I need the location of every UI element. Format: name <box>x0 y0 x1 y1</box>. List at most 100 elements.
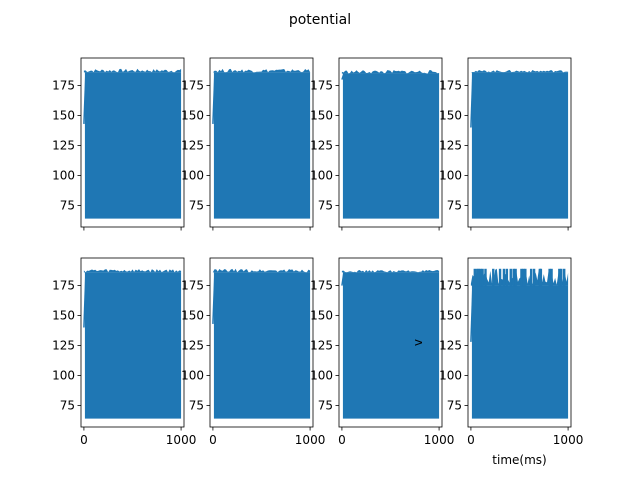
y-tick-label: 100 <box>181 368 204 382</box>
series-band <box>342 73 440 219</box>
series-top-edge <box>470 268 569 286</box>
subplot-r1c3: 75 100 125 150 175 <box>310 57 443 231</box>
x-tick-label: 1000 <box>424 433 455 447</box>
spike-mark <box>512 268 515 287</box>
spike-mark <box>481 268 484 287</box>
y-tick-label: 175 <box>181 279 204 293</box>
y-tick-label: 75 <box>447 198 462 212</box>
series-line <box>341 270 440 419</box>
subplot-r1c4: 75 100 125 150 175 <box>439 57 572 231</box>
y-tick-label: 100 <box>52 368 75 382</box>
spike-mark <box>529 268 533 287</box>
spike-mark <box>479 268 482 287</box>
spike-mark <box>548 268 551 287</box>
series-band <box>213 72 311 219</box>
x-tick-label: 0 <box>209 433 217 447</box>
y-tick-label: 100 <box>439 368 462 382</box>
y-tick-label: 150 <box>310 109 333 123</box>
x-axis-label: time(ms) <box>492 453 546 467</box>
spike-mark <box>484 268 487 287</box>
series-band <box>342 272 440 419</box>
x-tick-label: 0 <box>338 433 346 447</box>
series-top-edge <box>212 68 311 73</box>
x-tick-label: 0 <box>467 433 475 447</box>
y-tick-label: 175 <box>52 279 75 293</box>
y-tick-label: 100 <box>310 168 333 182</box>
y-tick-label: 100 <box>52 168 75 182</box>
subplot-r1c1: 75 100 125 150 175 <box>52 57 185 231</box>
axes-frame <box>209 257 314 428</box>
series-line <box>470 70 569 219</box>
spike-mark <box>550 268 553 287</box>
y-tick-label: 125 <box>439 338 462 352</box>
y-tick-label: 175 <box>52 79 75 93</box>
x-tick-label: 1000 <box>166 433 197 447</box>
y-tick-label: 150 <box>52 109 75 123</box>
y-tick-label: 75 <box>318 398 333 412</box>
y-tick-label: 150 <box>439 309 462 323</box>
series-line <box>470 268 569 419</box>
y-tick-label: 150 <box>181 109 204 123</box>
spike-mark <box>498 268 502 287</box>
spike-mark <box>522 268 525 287</box>
y-tick-label: 75 <box>189 198 204 212</box>
axes-frame <box>338 57 443 228</box>
subplot-r2c1: 75 100 125 150 175 0 1000 <box>52 257 197 447</box>
y-tick-label: 150 <box>310 309 333 323</box>
y-tick-label: 175 <box>310 79 333 93</box>
y-tick-label: 175 <box>439 279 462 293</box>
y-tick-label: 150 <box>439 109 462 123</box>
axes-frame <box>338 257 443 428</box>
spike-mark <box>505 268 509 287</box>
y-tick-label: 175 <box>439 79 462 93</box>
x-tick-label: 1000 <box>553 433 584 447</box>
spike-mark <box>532 268 536 287</box>
y-tick-label: 100 <box>310 368 333 382</box>
y-tick-label: 125 <box>310 138 333 152</box>
series-top-edge <box>83 68 182 73</box>
y-tick-label: 75 <box>60 398 75 412</box>
series-line <box>341 70 440 219</box>
x-tick-label: 0 <box>80 433 88 447</box>
spike-mark <box>509 268 512 287</box>
axes-frame <box>209 57 314 228</box>
spike-mark <box>560 268 563 287</box>
axes-frame <box>467 57 572 228</box>
subplot-r2c3: 75 100 125 150 175 0 1000 <box>310 257 455 447</box>
series-band <box>84 72 182 219</box>
axes-frame <box>467 257 572 428</box>
y-tick-label: 125 <box>310 338 333 352</box>
series-line <box>212 268 311 419</box>
y-tick-label: 75 <box>189 398 204 412</box>
y-tick-label: 75 <box>60 198 75 212</box>
figure-title: potential <box>289 12 351 28</box>
subplot-r2c4: 75 100 125 150 175 0 1000 time(ms) v <box>411 257 584 467</box>
series-band <box>471 285 569 419</box>
series-line <box>83 68 182 219</box>
spike-mark <box>558 268 561 287</box>
spike-mark <box>520 268 523 287</box>
series-top-edge <box>341 270 440 273</box>
series-band <box>213 272 311 419</box>
x-tick-label: 1000 <box>295 433 326 447</box>
y-axis-label: v <box>411 339 425 346</box>
spike-mark <box>502 268 506 287</box>
axes-frame <box>80 257 185 428</box>
spike-mark <box>562 268 566 287</box>
series-top-edge <box>470 70 569 73</box>
series-top-edge <box>83 269 182 273</box>
subplot-grid: 75 100 125 150 175 75 100 125 150 175 75 100 125 150 1… <box>52 57 584 467</box>
spike-mark <box>477 268 480 287</box>
series-line <box>212 68 311 219</box>
y-tick-label: 125 <box>52 338 75 352</box>
series-band <box>471 72 569 219</box>
spike-mark <box>473 268 477 287</box>
y-tick-label: 100 <box>181 168 204 182</box>
y-tick-label: 175 <box>310 279 333 293</box>
spike-mark <box>492 268 495 287</box>
spike-mark <box>514 268 517 287</box>
series-top-edge <box>212 268 311 273</box>
y-tick-label: 125 <box>181 338 204 352</box>
series-band <box>84 272 182 419</box>
